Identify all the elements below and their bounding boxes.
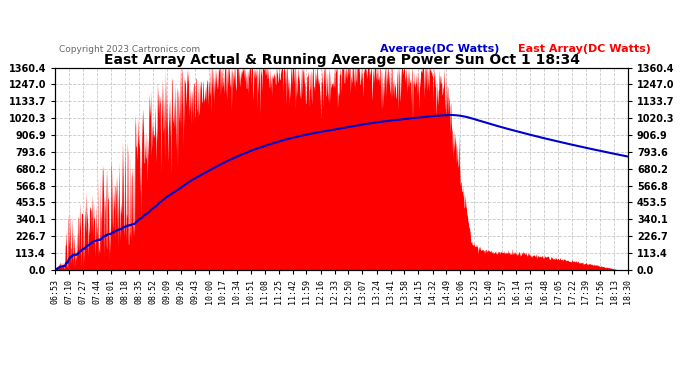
Text: Average(DC Watts): Average(DC Watts) <box>380 44 499 54</box>
Text: Copyright 2023 Cartronics.com: Copyright 2023 Cartronics.com <box>59 45 200 54</box>
Title: East Array Actual & Running Average Power Sun Oct 1 18:34: East Array Actual & Running Average Powe… <box>104 54 580 68</box>
Text: East Array(DC Watts): East Array(DC Watts) <box>518 44 651 54</box>
